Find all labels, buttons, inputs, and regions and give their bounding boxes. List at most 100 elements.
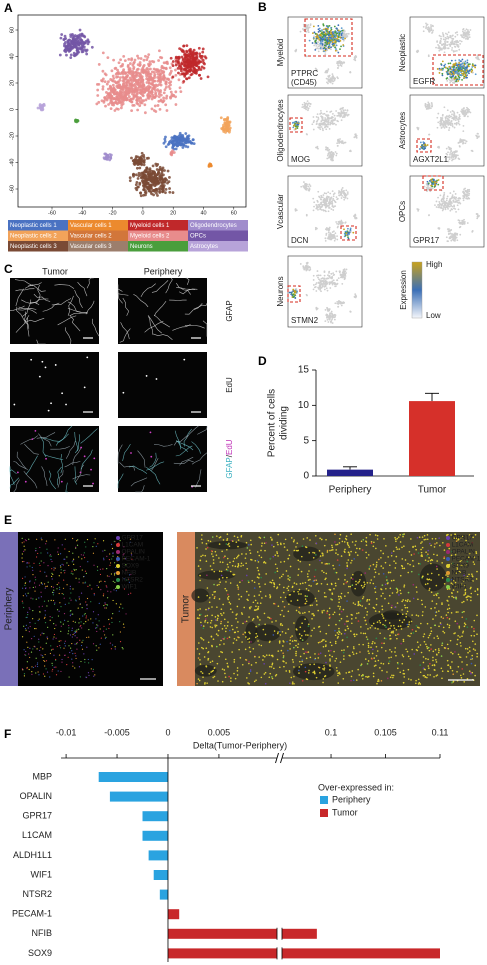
expr-point (329, 41, 332, 44)
nucleus (80, 446, 83, 449)
cell-point (443, 106, 446, 109)
cell-point (327, 68, 330, 71)
nucleus (83, 386, 86, 389)
cell-point (131, 71, 135, 75)
cell-point (86, 38, 90, 42)
column-label: Tumor (42, 266, 68, 276)
cell-point (312, 279, 315, 281)
cell-point (313, 44, 316, 47)
cell-point (154, 68, 157, 72)
cell-point (442, 205, 445, 207)
nucleus (130, 452, 132, 454)
transcript-dot (45, 642, 47, 644)
cell-point (75, 46, 79, 50)
cell-point (142, 188, 145, 192)
nucleus (83, 455, 86, 458)
cell-point (185, 69, 189, 73)
cell-point (336, 226, 339, 229)
nucleus (16, 471, 19, 474)
expr-point (449, 72, 451, 75)
expr-point (450, 59, 453, 62)
cell-point (437, 121, 440, 124)
cell-point (148, 76, 152, 80)
sample-label: Periphery (4, 588, 15, 631)
expr-point (468, 69, 471, 72)
cell-point (329, 314, 332, 317)
cell-point (140, 163, 144, 167)
cell-point (312, 209, 315, 212)
cell-point (135, 68, 139, 72)
cell-point (170, 153, 174, 157)
cell-point (468, 190, 471, 193)
cell-point (317, 45, 320, 48)
expr-point (457, 68, 460, 71)
nucleus (155, 378, 158, 380)
cell-point (127, 68, 131, 72)
expr-point (460, 60, 462, 63)
gene-label: STMN2 (291, 316, 319, 325)
cell-point (124, 75, 128, 79)
cell-point (452, 200, 455, 203)
nucleus (13, 403, 16, 406)
cell-point (455, 196, 458, 199)
cell-point (453, 151, 456, 154)
cell-point (335, 270, 338, 273)
cell-point (101, 85, 105, 89)
expr-point (450, 71, 453, 74)
cell-point (468, 188, 471, 191)
transcript-dot (106, 575, 109, 577)
expr-point (292, 293, 295, 296)
cell-point (331, 119, 334, 122)
expr-point (315, 37, 318, 40)
transcript-dot (26, 595, 28, 597)
cell-point (332, 195, 335, 198)
cell-point (457, 122, 460, 125)
cell-point (124, 86, 128, 90)
expr-point (314, 32, 317, 35)
nucleus (41, 360, 44, 363)
cell-point (304, 265, 307, 267)
cell-point (174, 68, 177, 72)
cell-point (343, 268, 346, 271)
expr-point (327, 26, 329, 29)
cell-point (157, 181, 161, 185)
cell-point (339, 64, 342, 67)
expr-point (294, 291, 297, 294)
cell-point (432, 29, 434, 32)
cell-point (456, 233, 458, 236)
expr-point (452, 68, 455, 71)
cell-point (447, 230, 450, 233)
cell-point (317, 190, 320, 193)
cell-point (104, 73, 108, 77)
cell-point (119, 91, 123, 95)
cell-point (164, 85, 168, 89)
cell-point (171, 75, 175, 79)
cell-point (143, 70, 147, 73)
x-tick-label: -60 (48, 210, 56, 216)
cell-point (464, 34, 467, 36)
cell-point (338, 300, 340, 302)
cell-point (321, 115, 324, 118)
transcript-dot (83, 557, 86, 559)
cell-point (172, 139, 176, 143)
cell-point (157, 59, 161, 62)
cell-point (106, 155, 109, 159)
cell-point (159, 72, 163, 75)
cell-point (135, 159, 139, 163)
cell-point (191, 64, 195, 68)
cell-point (303, 104, 306, 107)
cell-point (145, 77, 149, 81)
cell-point (105, 94, 109, 98)
cell-point (333, 77, 336, 80)
cell-point (159, 178, 162, 181)
cell-point (303, 268, 306, 271)
cell-point (131, 92, 134, 96)
cell-point (440, 37, 443, 40)
cell-point (444, 203, 447, 206)
cell-point (180, 69, 183, 73)
cell-point (225, 128, 229, 132)
cell-point (130, 83, 134, 87)
cell-point (326, 116, 329, 119)
transcript-dot (69, 651, 71, 654)
cell-point (452, 50, 455, 53)
